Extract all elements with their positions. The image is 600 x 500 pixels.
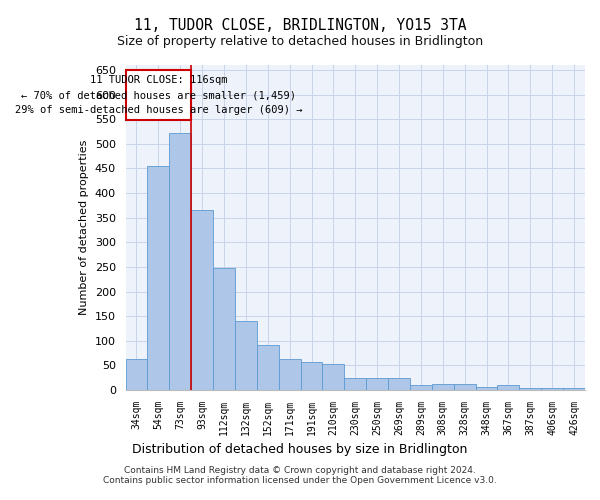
Text: Size of property relative to detached houses in Bridlington: Size of property relative to detached ho… (117, 35, 483, 48)
Bar (563, 388, 585, 390)
Bar (366, 378, 388, 390)
Bar (388, 378, 410, 390)
Bar (301, 362, 322, 390)
Text: Distribution of detached houses by size in Bridlington: Distribution of detached houses by size … (133, 442, 467, 456)
Bar (148, 166, 169, 390)
Bar (410, 384, 432, 390)
Text: 11 TUDOR CLOSE: 116sqm
← 70% of detached houses are smaller (1,459)
29% of semi-: 11 TUDOR CLOSE: 116sqm ← 70% of detached… (14, 75, 302, 115)
Text: 11, TUDOR CLOSE, BRIDLINGTON, YO15 3TA: 11, TUDOR CLOSE, BRIDLINGTON, YO15 3TA (134, 18, 466, 32)
Bar (235, 321, 257, 390)
Bar (169, 133, 191, 390)
Bar (476, 387, 497, 390)
Bar (213, 268, 235, 390)
Bar (278, 360, 301, 390)
Y-axis label: Number of detached properties: Number of detached properties (79, 140, 89, 315)
Bar (541, 388, 563, 390)
Bar (125, 360, 148, 390)
Bar (191, 210, 213, 390)
Bar (344, 378, 366, 390)
FancyBboxPatch shape (125, 70, 191, 120)
Bar (520, 388, 541, 390)
Bar (257, 344, 278, 390)
Bar (497, 385, 520, 390)
Text: Contains HM Land Registry data © Crown copyright and database right 2024.
Contai: Contains HM Land Registry data © Crown c… (103, 466, 497, 485)
Bar (432, 384, 454, 390)
Bar (322, 364, 344, 390)
Bar (454, 384, 476, 390)
